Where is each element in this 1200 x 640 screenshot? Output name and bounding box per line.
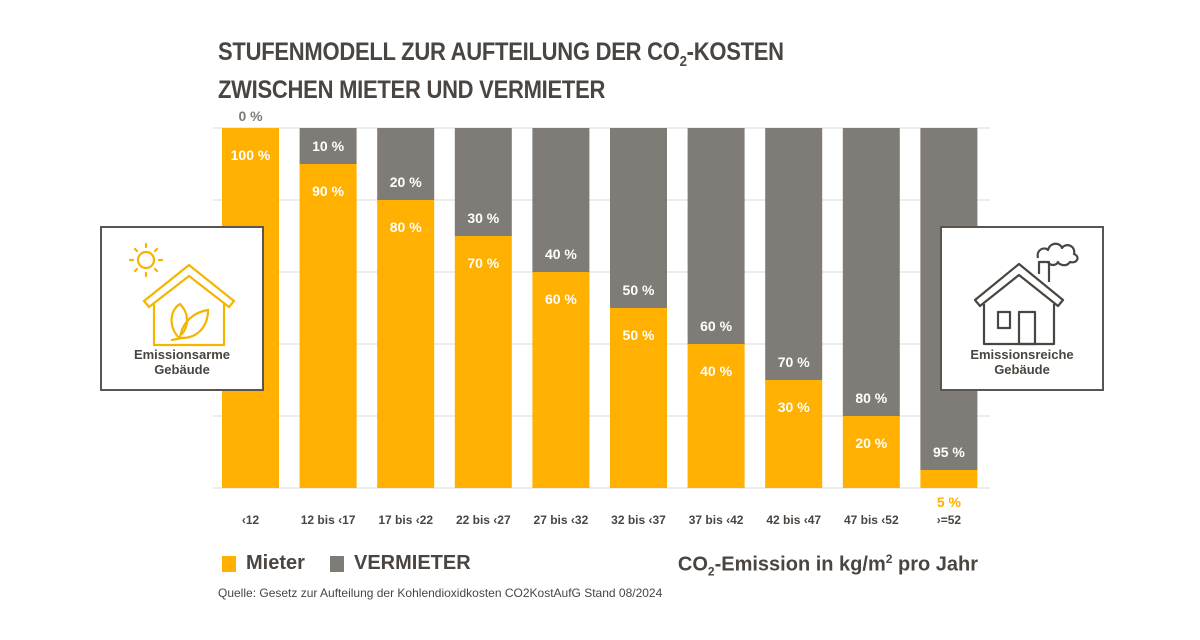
- bar-mieter: [377, 200, 435, 488]
- data-label-vermieter: 0 %: [238, 108, 263, 124]
- bar-mieter: [842, 416, 900, 488]
- x-axis-label: CO2-Emission in kg/m2 pro Jahr: [677, 552, 978, 579]
- data-label-vermieter: 20 %: [390, 174, 422, 190]
- x-tick-label: 12 bis ‹17: [301, 513, 356, 527]
- legend-mieter: Mieter: [222, 552, 305, 575]
- data-label-vermieter: 10 %: [312, 138, 344, 154]
- house-chimney-smoke-icon: [973, 242, 1079, 346]
- bar-mieter: [610, 308, 667, 488]
- x-tick-label: 47 bis ‹52: [844, 513, 899, 527]
- bar-mieter: [454, 236, 512, 488]
- legend-label-vermieter: VERMIETER: [354, 552, 471, 574]
- bar-vermieter: [610, 128, 667, 308]
- x-tick-label: 32 bis ‹37: [611, 513, 666, 527]
- high-emission-box: Emissionsreiche Gebäude: [940, 226, 1104, 391]
- data-label-vermieter: 60 %: [700, 318, 732, 334]
- data-label-mieter: 70 %: [467, 255, 499, 271]
- data-label-mieter: 30 %: [778, 399, 810, 415]
- bar-vermieter: [377, 128, 435, 200]
- legend-swatch-vermieter: [330, 555, 344, 572]
- data-label-vermieter: 50 %: [623, 282, 655, 298]
- bar-mieter: [532, 272, 590, 488]
- x-tick-label: 37 bis ‹42: [689, 513, 744, 527]
- bar-vermieter: [454, 128, 512, 236]
- bar-vermieter: [765, 128, 823, 380]
- x-tick-label: ‹12: [242, 513, 260, 527]
- bar-mieter: [299, 164, 357, 488]
- chart-title: STUFENMODELL ZUR AUFTEILUNG DER CO2-KOST…: [218, 38, 784, 104]
- source-note: Quelle: Gesetz zur Aufteilung der Kohlen…: [218, 586, 663, 600]
- x-tick-label: 22 bis ‹27: [456, 513, 511, 527]
- bar-mieter: [920, 470, 978, 488]
- data-label-mieter: 80 %: [390, 219, 422, 235]
- data-label-vermieter: 40 %: [545, 246, 577, 262]
- data-label-mieter: 100 %: [231, 147, 271, 163]
- x-tick-label: 27 bis ‹32: [534, 513, 589, 527]
- data-label-mieter: 5 %: [937, 494, 962, 510]
- title-line1: STUFENMODELL ZUR AUFTEILUNG DER CO: [218, 38, 680, 66]
- x-tick-label: 17 bis ‹22: [378, 513, 433, 527]
- data-label-mieter: 40 %: [700, 363, 732, 379]
- title-subscript: 2: [679, 53, 687, 70]
- bar-vermieter: [842, 128, 900, 416]
- data-label-mieter: 60 %: [545, 291, 577, 307]
- bar-vermieter: [299, 128, 357, 164]
- x-tick-label: 42 bis ‹47: [766, 513, 821, 527]
- legend-swatch-mieter: [222, 555, 236, 572]
- data-label-mieter: 20 %: [855, 435, 887, 451]
- title-line2: ZWISCHEN MIETER UND VERMIETER: [218, 76, 606, 104]
- house-leaf-sun-icon: [128, 242, 236, 347]
- x-tick-label: ›=52: [937, 513, 962, 527]
- title-line1-end: -KOSTEN: [686, 38, 784, 66]
- data-label-vermieter: 80 %: [855, 390, 887, 406]
- data-label-vermieter: 30 %: [467, 210, 499, 226]
- low-emission-label: Emissionsarme Gebäude: [133, 347, 231, 377]
- bar-mieter: [687, 344, 745, 488]
- bar-mieter: [765, 380, 823, 488]
- bar-vermieter: [532, 128, 590, 272]
- bar-vermieter: [687, 128, 745, 344]
- legend-vermieter: VERMIETER: [330, 552, 471, 575]
- data-label-vermieter: 95 %: [933, 444, 965, 460]
- legend-label-mieter: Mieter: [246, 552, 305, 574]
- data-label-vermieter: 70 %: [778, 354, 810, 370]
- data-label-mieter: 90 %: [312, 183, 344, 199]
- low-emission-box: Emissionsarme Gebäude: [100, 226, 264, 391]
- high-emission-label: Emissionsreiche Gebäude: [970, 347, 1074, 377]
- data-label-mieter: 50 %: [623, 327, 655, 343]
